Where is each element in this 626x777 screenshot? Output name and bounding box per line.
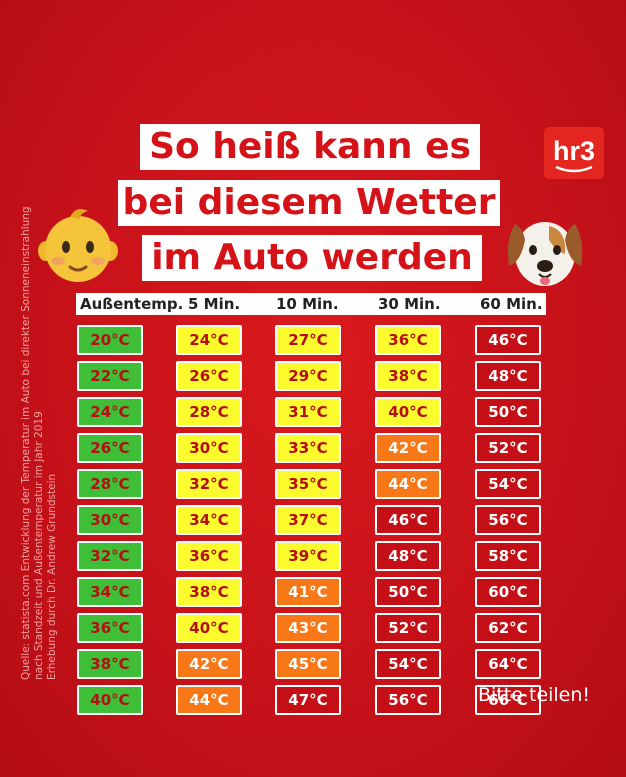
table-cell: 36°C bbox=[77, 613, 143, 643]
title-line-3: im Auto werden bbox=[142, 235, 482, 281]
table-cell: 28°C bbox=[77, 469, 143, 499]
table-cell: 30°C bbox=[77, 505, 143, 535]
table-cell: 44°C bbox=[176, 685, 242, 715]
title-line-2: bei diesem Wetter bbox=[118, 180, 500, 226]
table-cell: 20°C bbox=[77, 325, 143, 355]
table-cell: 38°C bbox=[375, 361, 441, 391]
table-cell: 46°C bbox=[375, 505, 441, 535]
table-cell: 42°C bbox=[176, 649, 242, 679]
table-cell: 44°C bbox=[375, 469, 441, 499]
table-cell: 62°C bbox=[475, 613, 541, 643]
table-cell: 38°C bbox=[176, 577, 242, 607]
table-cell: 34°C bbox=[77, 577, 143, 607]
table-cell: 46°C bbox=[475, 325, 541, 355]
table-column: 46°C 48°C 50°C 52°C 54°C 56°C 58°C 60°C 62°C 64°C… bbox=[475, 325, 545, 721]
table-cell: 26°C bbox=[176, 361, 242, 391]
table-cell: 30°C bbox=[176, 433, 242, 463]
table-cell: 34°C bbox=[176, 505, 242, 535]
table-cell: 60°C bbox=[475, 577, 541, 607]
table-cell: 54°C bbox=[475, 469, 541, 499]
table-cell: 48°C bbox=[475, 361, 541, 391]
header-ambient-temp: Außentemp. bbox=[80, 295, 184, 313]
table-cell: 38°C bbox=[77, 649, 143, 679]
table-cell: 22°C bbox=[77, 361, 143, 391]
table-cell: 52°C bbox=[375, 613, 441, 643]
header-5-min: 5 Min. bbox=[188, 295, 241, 313]
header-60-min: 60 Min. bbox=[480, 295, 543, 313]
table-cell: 32°C bbox=[176, 469, 242, 499]
logo-text: hr3 bbox=[553, 136, 595, 166]
baby-face-icon bbox=[38, 209, 118, 282]
table-cell: 66°C bbox=[475, 685, 541, 715]
table-cell: 50°C bbox=[375, 577, 441, 607]
header-30-min: 30 Min. bbox=[378, 295, 441, 313]
table-cell: 37°C bbox=[275, 505, 341, 535]
table-header: Außentemp. 5 Min. 10 Min. 30 Min. 60 Min… bbox=[76, 293, 546, 315]
table-cell: 43°C bbox=[275, 613, 341, 643]
table-column: 36°C 38°C 40°C 42°C 44°C 46°C 48°C 50°C 52°C 54°C… bbox=[375, 325, 445, 721]
table-cell: 29°C bbox=[275, 361, 341, 391]
table-cell: 40°C bbox=[176, 613, 242, 643]
table-cell: 50°C bbox=[475, 397, 541, 427]
table-column: 24°C 26°C 28°C 30°C 32°C 34°C 36°C 38°C 40°C 42°C… bbox=[176, 325, 246, 721]
share-text: Bitte teilen! bbox=[478, 684, 590, 706]
dog-face-icon bbox=[507, 222, 583, 286]
table-column: 27°C 29°C 31°C 33°C 35°C 37°C 39°C 41°C 43°C 45°C… bbox=[275, 325, 345, 721]
table-cell: 24°C bbox=[176, 325, 242, 355]
table-cell: 45°C bbox=[275, 649, 341, 679]
table-cell: 33°C bbox=[275, 433, 341, 463]
table-cell: 31°C bbox=[275, 397, 341, 427]
table-column: 20°C 22°C 24°C 26°C 28°C 30°C 32°C 34°C 36°C 38°C… bbox=[77, 325, 147, 721]
table-cell: 39°C bbox=[275, 541, 341, 571]
hr3-logo: hr3 bbox=[544, 127, 604, 179]
table-cell: 52°C bbox=[475, 433, 541, 463]
table-cell: 41°C bbox=[275, 577, 341, 607]
table-cell: 40°C bbox=[77, 685, 143, 715]
table-cell: 58°C bbox=[475, 541, 541, 571]
source-line-1: Quelle: statista.com Entwicklung der Tem… bbox=[20, 206, 32, 680]
table-cell: 27°C bbox=[275, 325, 341, 355]
table-cell: 54°C bbox=[375, 649, 441, 679]
title-line-1: So heiß kann es bbox=[140, 124, 480, 170]
table-cell: 28°C bbox=[176, 397, 242, 427]
table-cell: 32°C bbox=[77, 541, 143, 571]
table-cell: 35°C bbox=[275, 469, 341, 499]
table-cell: 48°C bbox=[375, 541, 441, 571]
table-cell: 26°C bbox=[77, 433, 143, 463]
table-cell: 40°C bbox=[375, 397, 441, 427]
table-cell: 56°C bbox=[475, 505, 541, 535]
table-cell: 42°C bbox=[375, 433, 441, 463]
header-10-min: 10 Min. bbox=[276, 295, 339, 313]
table-cell: 56°C bbox=[375, 685, 441, 715]
table-cell: 36°C bbox=[375, 325, 441, 355]
table-cell: 64°C bbox=[475, 649, 541, 679]
table-cell: 36°C bbox=[176, 541, 242, 571]
table-cell: 24°C bbox=[77, 397, 143, 427]
table-cell: 47°C bbox=[275, 685, 341, 715]
